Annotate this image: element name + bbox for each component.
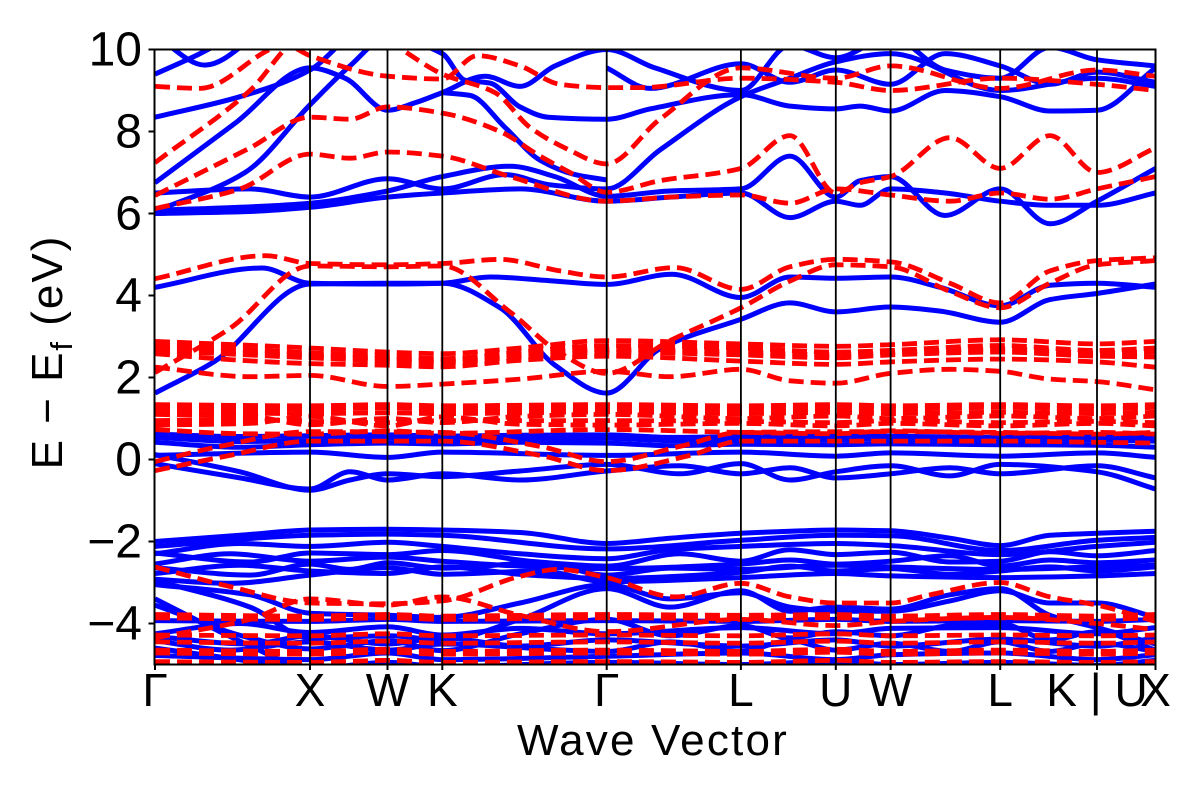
svg-text:X: X [295,664,326,716]
svg-text:K: K [427,664,458,716]
svg-text:U: U [819,664,852,716]
svg-text:L: L [987,664,1013,716]
svg-text:Wave Vector: Wave Vector [517,716,789,765]
svg-text:2: 2 [115,352,142,405]
svg-text:X: X [1140,664,1171,716]
svg-text:6: 6 [115,188,142,241]
svg-text:Γ: Γ [142,664,167,716]
svg-text:0: 0 [115,434,142,487]
svg-text:W: W [869,664,913,716]
svg-text:K | U: K | U [1046,664,1147,716]
svg-text:10: 10 [89,24,142,77]
svg-text:L: L [728,664,754,716]
svg-text:W: W [366,664,410,716]
svg-text:8: 8 [115,106,142,159]
svg-text:4: 4 [115,270,142,323]
svg-text:−4: −4 [87,598,142,651]
svg-text:E − Ef (eV): E − Ef (eV) [23,235,79,470]
svg-text:−2: −2 [87,516,142,569]
svg-text:Γ: Γ [594,664,619,716]
